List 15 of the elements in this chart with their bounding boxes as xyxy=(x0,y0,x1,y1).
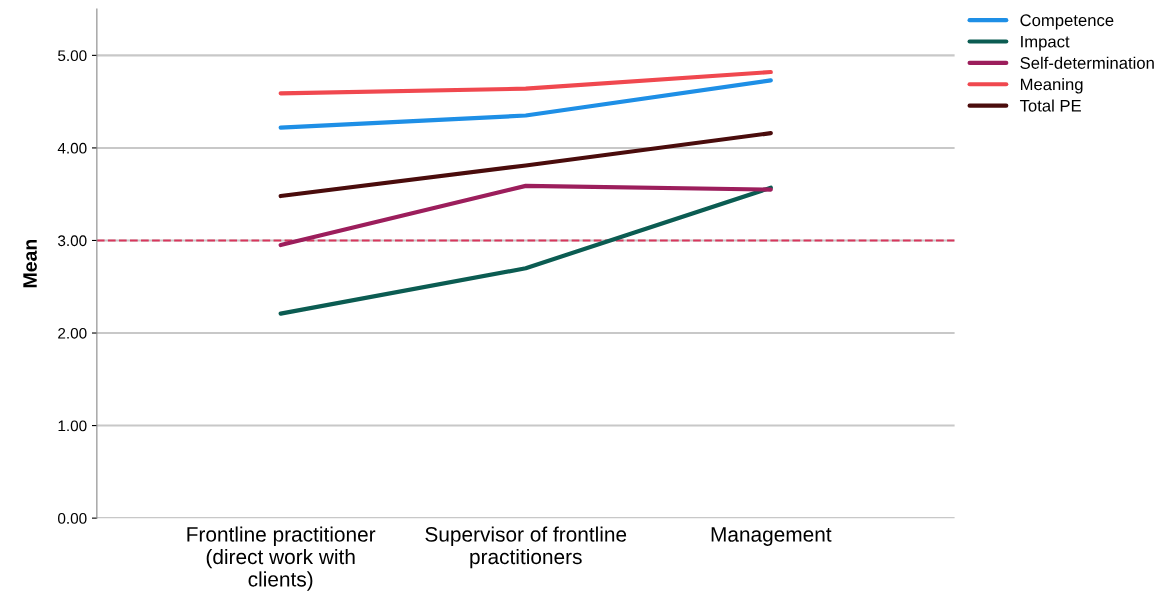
y-tick-label: 1.00 xyxy=(58,420,87,432)
legend-label: Competence xyxy=(1020,14,1114,30)
x-tick-label: Management xyxy=(711,527,832,546)
legend-label: Impact xyxy=(1021,35,1070,51)
y-axis-title: Mean xyxy=(23,239,37,288)
y-tick-label: 0.00 xyxy=(58,513,87,524)
y-tick-label: 3.00 xyxy=(57,235,87,247)
y-tick-label: 4.00 xyxy=(57,142,87,154)
x-tick-label: Supervisor of frontline practitioners xyxy=(425,526,627,569)
y-tick-label: 2.00 xyxy=(58,327,87,339)
legend-label: Self-determination xyxy=(1020,56,1154,69)
y-tick-label: 5.00 xyxy=(58,50,87,62)
x-tick-label: Frontline practitioner (direct work with clients) xyxy=(187,526,376,591)
legend-label: Total PE xyxy=(1019,99,1081,112)
legend-label: Meaning xyxy=(1020,78,1083,94)
